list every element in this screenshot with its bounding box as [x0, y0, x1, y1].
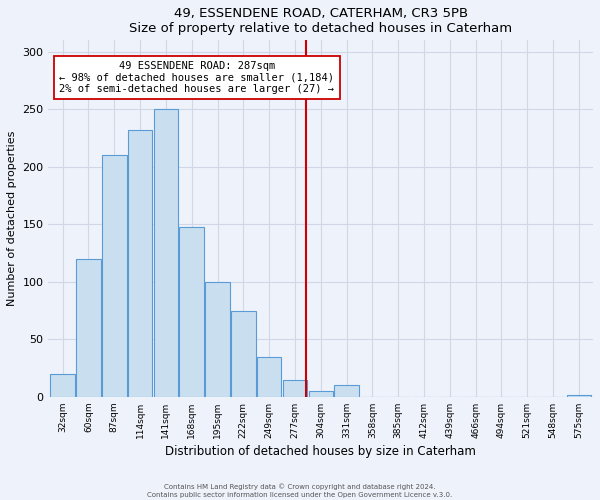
- Bar: [128, 130, 152, 397]
- Bar: [231, 310, 256, 397]
- Bar: [334, 386, 359, 397]
- Bar: [50, 374, 75, 397]
- Bar: [308, 391, 333, 397]
- Bar: [76, 259, 101, 397]
- Bar: [154, 110, 178, 397]
- Bar: [257, 356, 281, 397]
- X-axis label: Distribution of detached houses by size in Caterham: Distribution of detached houses by size …: [166, 445, 476, 458]
- Bar: [102, 156, 127, 397]
- Bar: [179, 226, 204, 397]
- Bar: [283, 380, 307, 397]
- Bar: [566, 394, 591, 397]
- Bar: [205, 282, 230, 397]
- Text: Contains HM Land Registry data © Crown copyright and database right 2024.
Contai: Contains HM Land Registry data © Crown c…: [148, 484, 452, 498]
- Y-axis label: Number of detached properties: Number of detached properties: [7, 131, 17, 306]
- Text: 49 ESSENDENE ROAD: 287sqm
← 98% of detached houses are smaller (1,184)
2% of sem: 49 ESSENDENE ROAD: 287sqm ← 98% of detac…: [59, 61, 334, 94]
- Title: 49, ESSENDENE ROAD, CATERHAM, CR3 5PB
Size of property relative to detached hous: 49, ESSENDENE ROAD, CATERHAM, CR3 5PB Si…: [129, 7, 512, 35]
